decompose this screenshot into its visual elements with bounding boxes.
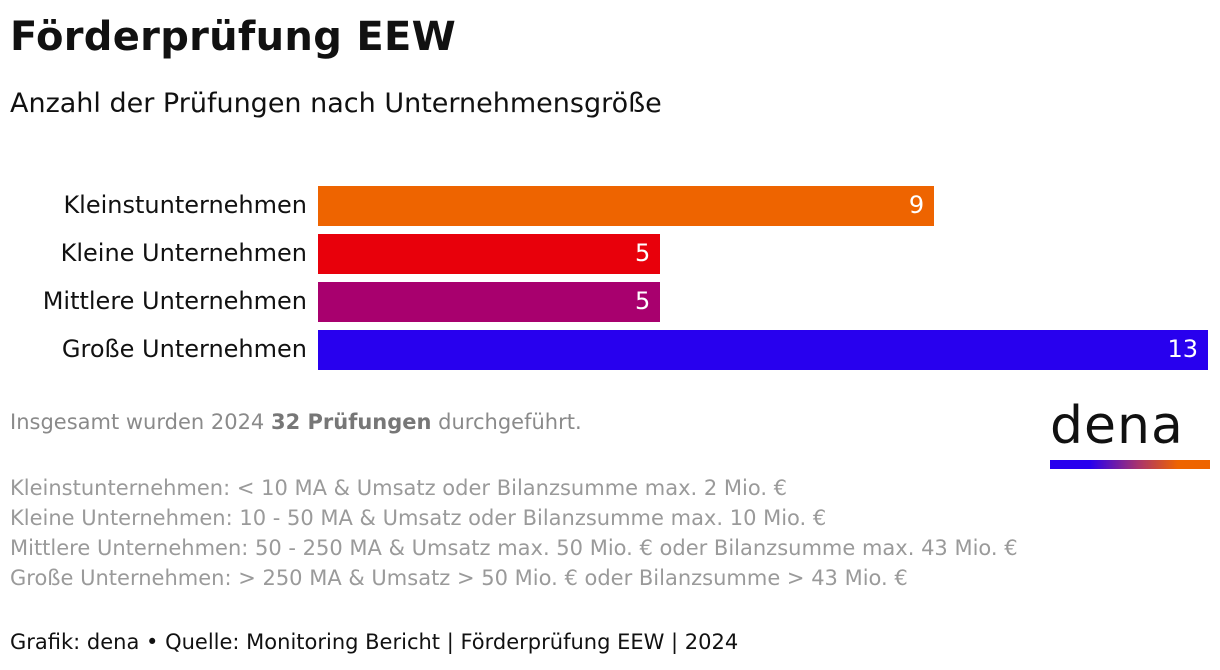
dena-logo: dena: [1050, 396, 1184, 456]
logo-gradient-bar: [1050, 460, 1210, 469]
bar-row: Kleinstunternehmen 9: [0, 186, 1220, 226]
bar: 5: [318, 234, 661, 274]
data-label: 13: [1167, 335, 1198, 363]
note-text: Insgesamt wurden 2024: [10, 410, 271, 434]
definitions: Kleinstunternehmen: < 10 MA & Umsatz ode…: [10, 473, 1020, 593]
bar: 13: [318, 330, 1208, 370]
note-bold: 32 Prüfungen: [270, 410, 432, 434]
definition-item: Kleine Unternehmen: 10 - 50 MA & Umsatz …: [10, 506, 827, 530]
data-label: 9: [908, 191, 925, 219]
definition-item: Mittlere Unternehmen: 50 - 250 MA & Umsa…: [10, 536, 1018, 560]
note-text-end: durchgeführt.: [431, 410, 582, 434]
bar: 5: [318, 282, 661, 322]
category-label: Kleine Unternehmen: [60, 239, 307, 267]
source-line: Grafik: dena • Quelle: Monitoring Berich…: [10, 630, 739, 654]
chart-title: Förderprüfung EEW: [10, 14, 457, 60]
definition-item: Kleinstunternehmen: < 10 MA & Umsatz ode…: [10, 476, 788, 500]
bar-row: Große Unternehmen 13: [0, 330, 1220, 370]
chart-subtitle: Anzahl der Prüfungen nach Unternehmensgr…: [10, 88, 662, 119]
data-label: 5: [635, 287, 651, 315]
category-label: Mittlere Unternehmen: [42, 287, 307, 315]
bar: 9: [318, 186, 935, 226]
category-label: Große Unternehmen: [61, 335, 307, 363]
category-label: Kleinstunternehmen: [63, 191, 307, 219]
summary-note: Insgesamt wurden 2024 32 Prüfungen durch…: [10, 410, 582, 434]
definition-item: Große Unternehmen: > 250 MA & Umsatz > 5…: [10, 566, 908, 590]
data-label: 5: [635, 239, 651, 267]
bar-row: Kleine Unternehmen 5: [0, 234, 1220, 274]
bar-row: Mittlere Unternehmen 5: [0, 282, 1220, 322]
